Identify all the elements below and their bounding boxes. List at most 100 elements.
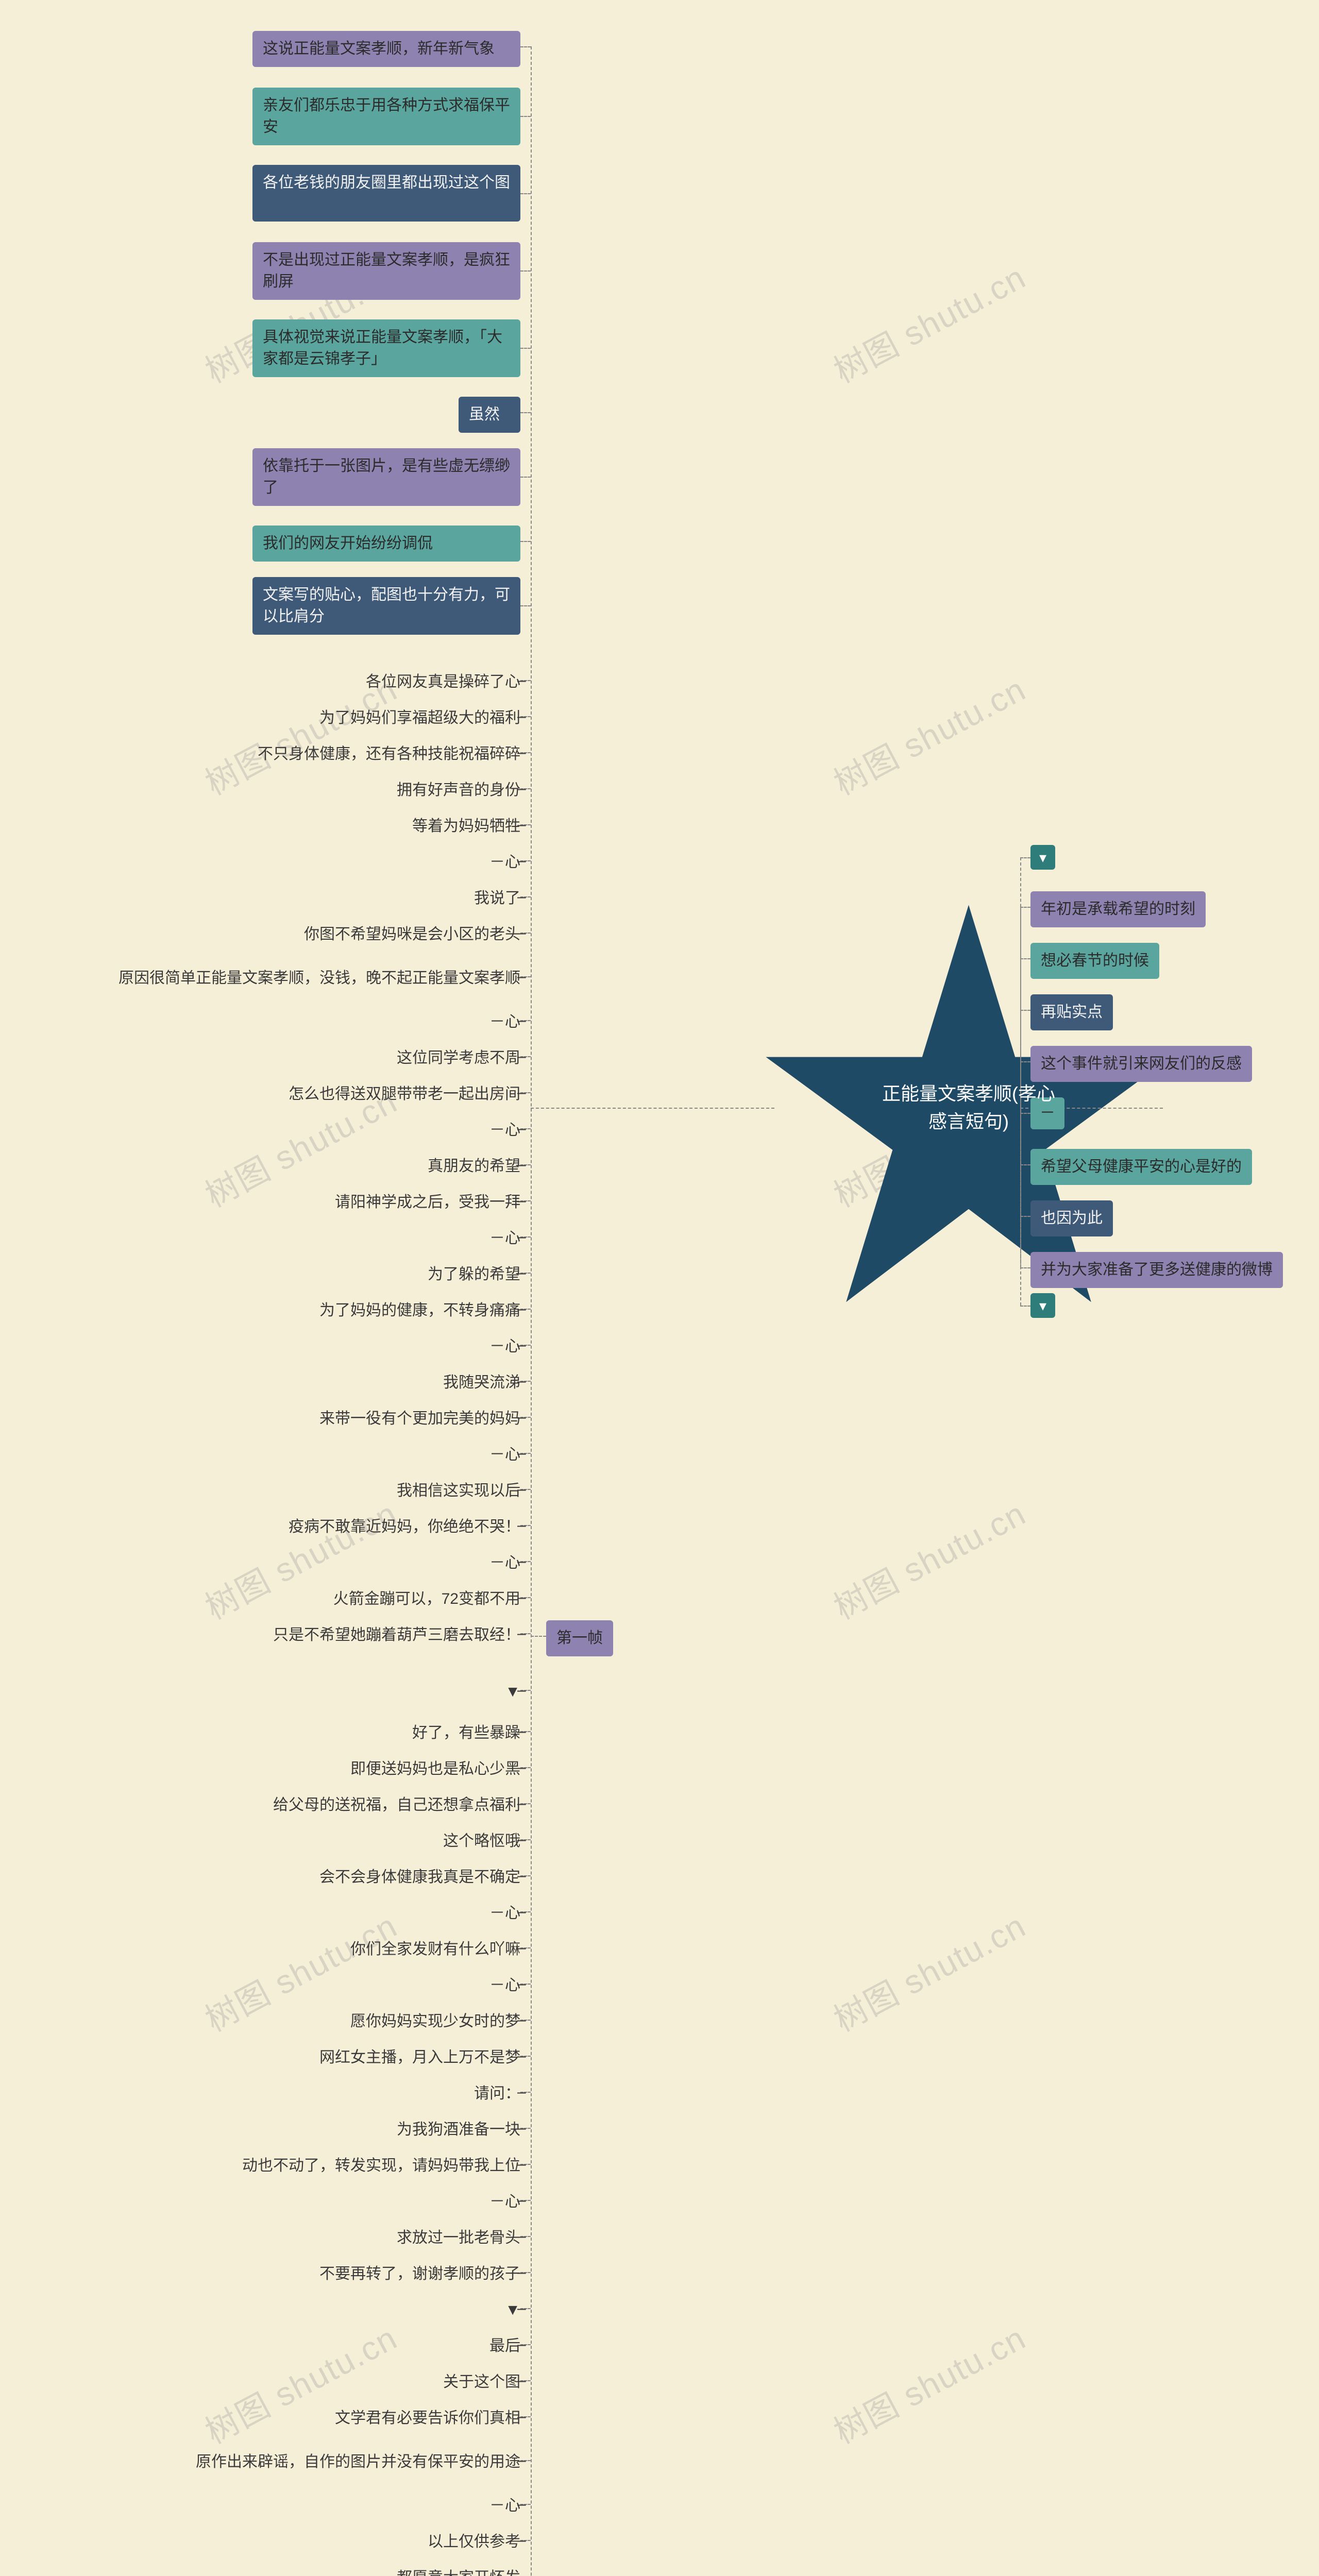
bullet-mark: –	[517, 2496, 526, 2513]
leaf-text: 我随哭流涕	[201, 1370, 520, 1395]
leaf-text: 我相信这实现以后	[201, 1479, 520, 1503]
leaf-text: 为了妈妈的健康，不转身痛痛	[201, 1298, 520, 1323]
leaf-text: ▼	[201, 1680, 520, 1704]
bullet-mark: –	[517, 2452, 526, 2469]
leaf-text: －心	[201, 1443, 520, 1467]
bullet-mark: –	[517, 1481, 526, 1498]
leaf-text: 这个略怄哦	[201, 1829, 520, 1853]
leaf-text: －心	[201, 1901, 520, 1925]
leaf-text: －心	[201, 850, 520, 874]
leaf-text: 求放过一批老骨头	[201, 2226, 520, 2250]
branch-node[interactable]: 并为大家准备了更多送健康的微博	[1030, 1252, 1283, 1288]
bullet-mark: –	[517, 1625, 526, 1642]
bullet-mark: –	[517, 1589, 526, 1606]
bullet-mark: –	[517, 1517, 526, 1534]
bullet-mark: –	[517, 1795, 526, 1812]
leaf-text: 真朋友的希望	[201, 1154, 520, 1178]
bullet-mark: –	[517, 2120, 526, 2137]
leaf-text: －心	[201, 1334, 520, 1359]
leaf-text: 为我狗酒准备一块	[201, 2117, 520, 2142]
leaf-text: －心	[201, 1010, 520, 1034]
leaf-text: 文学君有必要告诉你们真相	[201, 2406, 520, 2430]
bullet-mark: –	[517, 1759, 526, 1776]
leaf-text: 动也不动了，转发实现，请妈妈带我上位	[201, 2154, 520, 2178]
bullet-mark: –	[517, 2568, 526, 2576]
bullet-mark: –	[517, 1156, 526, 1174]
bullet-mark: –	[517, 816, 526, 834]
mindmap-canvas: 树图 shutu.cn树图 shutu.cn树图 shutu.cn树图 shut…	[0, 0, 1319, 2576]
branch-node[interactable]: 第一帧	[546, 1620, 613, 1656]
leaf-text: 以上仅供参考	[201, 2530, 520, 2554]
leaf-text: 等着为妈妈牺牲	[201, 814, 520, 838]
bullet-mark: –	[517, 2372, 526, 2389]
leaf-text: 来带一役有个更加完美的妈妈	[201, 1406, 520, 1431]
collapse-toggle[interactable]: ▾	[1030, 845, 1055, 870]
bullet-mark: –	[517, 2192, 526, 2209]
center-topic-label: 正能量文案孝顺(孝心感言短句)	[880, 1080, 1057, 1136]
watermark: 树图 shutu.cn	[824, 2312, 1033, 2453]
bullet-mark: –	[517, 1264, 526, 1282]
watermark: 树图 shutu.cn	[824, 1900, 1033, 2041]
leaf-text: 愿你妈妈实现少女时的梦	[201, 2009, 520, 2033]
leaf-text: 为了妈妈们享福超级大的福利	[201, 706, 520, 730]
leaf-text: 火箭金蹦可以，72变都不用	[201, 1587, 520, 1611]
bullet-mark: –	[517, 2228, 526, 2245]
leaf-text: 为了躲的希望	[201, 1262, 520, 1286]
bullet-mark: –	[517, 2264, 526, 2281]
leaf-text: 请阳神学成之后，受我一拜	[201, 1190, 520, 1214]
branch-node[interactable]: 依靠托于一张图片，是有些虚无缥缈了	[252, 448, 520, 506]
bullet-mark: –	[517, 1012, 526, 1029]
branch-node[interactable]: 文案写的贴心，配图也十分有力，可以比肩分	[252, 577, 520, 635]
bullet-mark: –	[517, 1723, 526, 1740]
bullet-mark: –	[517, 2047, 526, 2065]
branch-node[interactable]: 这个事件就引来网友们的反感	[1030, 1046, 1252, 1082]
leaf-text: 拥有好声音的身份	[201, 778, 520, 802]
bullet-mark: –	[517, 2156, 526, 2173]
leaf-text: －心	[201, 1973, 520, 1997]
bullet-mark: –	[517, 1867, 526, 1885]
bullet-mark: –	[517, 1084, 526, 1101]
bullet-mark: –	[517, 1903, 526, 1921]
bullet-mark: –	[517, 2300, 526, 2317]
branch-node[interactable]: 年初是承载希望的时刻	[1030, 891, 1206, 927]
leaf-text: －心	[201, 2494, 520, 2518]
bullet-mark: –	[517, 888, 526, 906]
leaf-text: 关于这个图	[201, 2370, 520, 2394]
bullet-mark: –	[517, 2083, 526, 2101]
leaf-text: －心	[201, 1226, 520, 1250]
leaf-text: －心	[201, 1551, 520, 1575]
branch-node[interactable]: 亲友们都乐忠于用各种方式求福保平安	[252, 88, 520, 145]
bullet-mark: –	[517, 1939, 526, 1957]
leaf-text: 你图不希望妈咪是会小区的老头	[201, 922, 520, 946]
branch-node[interactable]: 这说正能量文案孝顺，新年新气象	[252, 31, 520, 67]
bullet-mark: –	[517, 924, 526, 942]
bullet-mark: –	[517, 1975, 526, 1993]
branch-node[interactable]: 不是出现过正能量文案孝顺，是疯狂刷屏	[252, 242, 520, 300]
branch-node[interactable]: 再贴实点	[1030, 994, 1113, 1030]
leaf-text: 疫病不敢靠近妈妈，你绝绝不哭！	[201, 1515, 520, 1539]
bullet-mark: –	[517, 1682, 526, 1699]
leaf-text: 只是不希望她蹦着葫芦三磨去取经！	[201, 1623, 520, 1647]
branch-node[interactable]: 也因为此	[1030, 1200, 1113, 1236]
branch-node[interactable]: 具体视觉来说正能量文案孝顺，「大家都是云锦孝子」	[252, 319, 520, 377]
leaf-text: 请问：	[201, 2081, 520, 2106]
branch-node[interactable]: 想必春节的时候	[1030, 943, 1159, 979]
branch-node[interactable]: 各位老钱的朋友圈里都出现过这个图	[252, 165, 520, 222]
branch-node[interactable]: 希望父母健康平安的心是好的	[1030, 1149, 1252, 1185]
leaf-text: 原因很简单正能量文案孝顺，没钱，晚不起正能量文案孝顺	[57, 966, 520, 990]
branch-node[interactable]: 我们的网友开始纷纷调侃	[252, 526, 520, 562]
leaf-text: 原作出来辟谣，自作的图片并没有保平安的用途	[57, 2450, 520, 2474]
bullet-mark: –	[517, 1300, 526, 1318]
leaf-text: －心	[201, 2190, 520, 2214]
bullet-mark: –	[517, 1228, 526, 1246]
bullet-mark: –	[517, 1553, 526, 1570]
leaf-text: 不要再转了，谢谢孝顺的孩子	[201, 2262, 520, 2286]
leaf-text: 好了，有些暴躁	[201, 1721, 520, 1745]
leaf-text: 会不会身体健康我真是不确定	[201, 1865, 520, 1889]
leaf-text: 即便送妈妈也是私心少黑	[201, 1757, 520, 1781]
branch-node[interactable]: 虽然	[459, 397, 520, 433]
bullet-mark: –	[517, 744, 526, 761]
bullet-mark: –	[517, 2336, 526, 2353]
bullet-mark: –	[517, 1445, 526, 1462]
collapse-toggle[interactable]: ▾	[1030, 1293, 1055, 1318]
